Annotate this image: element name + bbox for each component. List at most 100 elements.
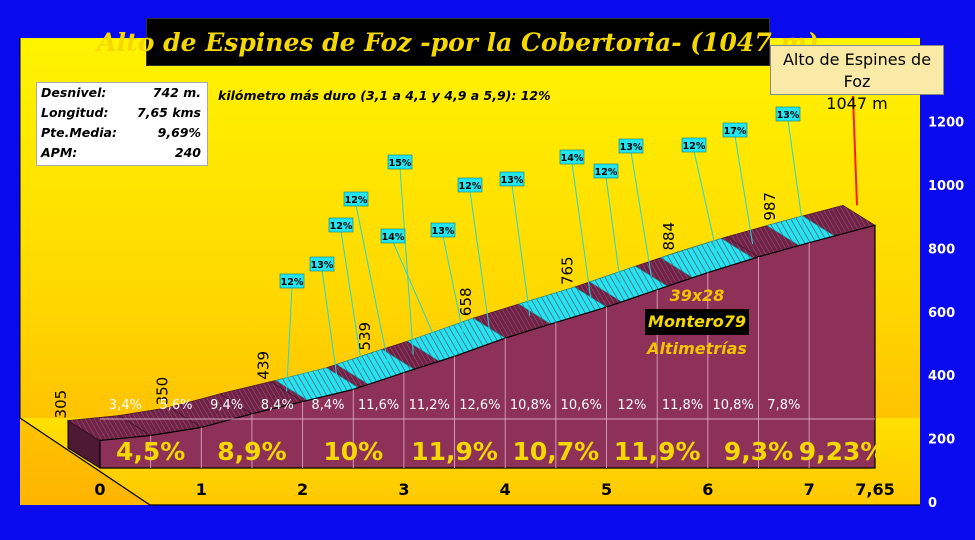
- x-tick-label: 0: [94, 480, 105, 499]
- steep-badge-label: 12%: [459, 181, 482, 192]
- half-km-gradient: 12%: [617, 398, 646, 413]
- half-km-gradient: 7,8%: [767, 398, 800, 413]
- steep-badge-label: 12%: [683, 141, 706, 152]
- steep-badge-label: 14%: [382, 232, 405, 243]
- steep-badge-label: 17%: [724, 126, 747, 137]
- altitude-label: 987: [761, 192, 779, 221]
- km-gradient: 10%: [323, 437, 383, 466]
- steep-leader-line: [399, 167, 414, 355]
- altitude-label: 884: [660, 222, 678, 251]
- y-tick-label: 1000: [928, 179, 964, 194]
- steep-badge: [559, 149, 585, 165]
- km-gradient: 11,9%: [411, 437, 498, 466]
- km-gradient: 11,9%: [614, 437, 701, 466]
- steep-leader-line: [511, 184, 531, 316]
- x-tick-label: 5: [601, 480, 612, 499]
- x-tick-label: 1: [196, 480, 207, 499]
- stat-label: Longitud:: [41, 105, 109, 120]
- steep-badge: [309, 256, 335, 272]
- stats-row: Pte.Media: 9,69%: [37, 123, 207, 143]
- steep-leader-line: [321, 269, 338, 380]
- steep-badge: [387, 154, 413, 170]
- steep-leader-line: [605, 176, 622, 287]
- steep-badge: [430, 222, 456, 238]
- altitude-label: 350: [153, 377, 171, 406]
- half-km-gradient: 8,4%: [261, 398, 294, 413]
- x-tick-label: 7: [804, 480, 815, 499]
- steep-badge-label: 13%: [432, 226, 455, 237]
- stats-row: Desnivel: 742 m.: [37, 83, 207, 103]
- steep-badge: [279, 273, 305, 289]
- summit-label: Alto de Espines de Foz 1047 m: [770, 45, 944, 113]
- steep-badge: [343, 191, 369, 207]
- km-gradient: 4,5%: [116, 437, 185, 466]
- steep-leader-line: [630, 151, 652, 277]
- y-tick-label: 400: [928, 369, 955, 384]
- floor-edge: [19, 417, 920, 506]
- steep-leader-line: [469, 190, 490, 329]
- x-tick-label: 7,65: [855, 480, 894, 499]
- km-gradient: 10,7%: [513, 437, 600, 466]
- half-km-gradient: 10,8%: [713, 398, 754, 413]
- steep-badge-label: 12%: [330, 221, 353, 232]
- stat-label: Pte.Media:: [41, 125, 117, 140]
- steep-badge-label: 13%: [311, 260, 334, 271]
- hardest-km-note: kilómetro más duro (3,1 a 4,1 y 4,9 a 5,…: [218, 88, 551, 103]
- steep-badge-label: 15%: [389, 158, 412, 169]
- credit-site: Altimetrías: [647, 339, 747, 358]
- half-km-gradient: 11,8%: [662, 398, 703, 413]
- stat-value: 742 m.: [152, 85, 201, 100]
- steep-badge-label: 13%: [777, 110, 800, 121]
- steep-badge-label: 13%: [501, 175, 524, 186]
- x-tick-label: 4: [500, 480, 511, 499]
- axis-layer: 0 1 2 3 4 5 6 7 7,65 0 200 400 600 800 1000 1200: [94, 116, 964, 511]
- half-km-gradient: 5,6%: [159, 398, 192, 413]
- half-km-gradient: 9,4%: [210, 398, 243, 413]
- steep-badge-label: 12%: [345, 195, 368, 206]
- stat-label: Desnivel:: [41, 85, 107, 100]
- steep-leader-line: [571, 162, 592, 298]
- half-km-gradient: 12,6%: [459, 398, 500, 413]
- stat-value: 240: [174, 145, 201, 160]
- chart-title: Alto de Espines de Foz -por la Cobertori…: [97, 27, 819, 57]
- half-km-gradient: 8,4%: [311, 398, 344, 413]
- steep-badge: [380, 228, 406, 244]
- half-km-gradient: 3,4%: [109, 398, 142, 413]
- chart-title-box: Alto de Espines de Foz -por la Cobertori…: [97, 18, 819, 66]
- steep-leader-line: [286, 286, 293, 392]
- steep-badge-label: 13%: [620, 142, 643, 153]
- steep-badge-label: 12%: [595, 167, 618, 178]
- km-gradient: 9,23%: [799, 437, 886, 466]
- km-gradient: 9,3%: [724, 437, 793, 466]
- steep-badge-label: 12%: [281, 277, 304, 288]
- steep-badge-label: 14%: [561, 153, 584, 164]
- altitude-label: 765: [559, 256, 577, 285]
- y-tick-label: 200: [928, 433, 955, 448]
- summit-marker-line: [852, 95, 858, 206]
- steep-badge: [618, 138, 644, 154]
- credit-author: Montero79: [645, 309, 749, 335]
- steep-leader-line: [787, 119, 804, 231]
- steep-badge: [457, 177, 483, 193]
- steep-leader-line: [392, 241, 440, 347]
- half-km-gradient: 11,6%: [358, 398, 399, 413]
- altitude-label: 539: [356, 322, 374, 351]
- steep-badge: [328, 217, 354, 233]
- half-km-gradient: 10,6%: [561, 398, 602, 413]
- y-tick-label: 0: [928, 496, 937, 511]
- steep-badge: [775, 106, 801, 122]
- steep-badge: [681, 137, 707, 153]
- stat-value: 9,69%: [157, 125, 201, 140]
- km-gradient: 8,9%: [217, 437, 286, 466]
- altitude-label: 305: [52, 390, 70, 419]
- steep-leader-line: [442, 235, 465, 338]
- steep-leader-line: [734, 135, 754, 245]
- labels-layer: 305 350 439 539 658 765 884 987 3,4% 5,6% 9,4% 8,4%…: [52, 106, 886, 466]
- x-tick-label: 6: [702, 480, 713, 499]
- stats-row: APM: 240: [37, 143, 207, 163]
- summit-altitude: 1047 m: [826, 94, 888, 113]
- altitude-label: 439: [255, 351, 273, 380]
- summit-name: Alto de Espines de Foz: [782, 50, 932, 91]
- x-tick-label: 3: [398, 480, 409, 499]
